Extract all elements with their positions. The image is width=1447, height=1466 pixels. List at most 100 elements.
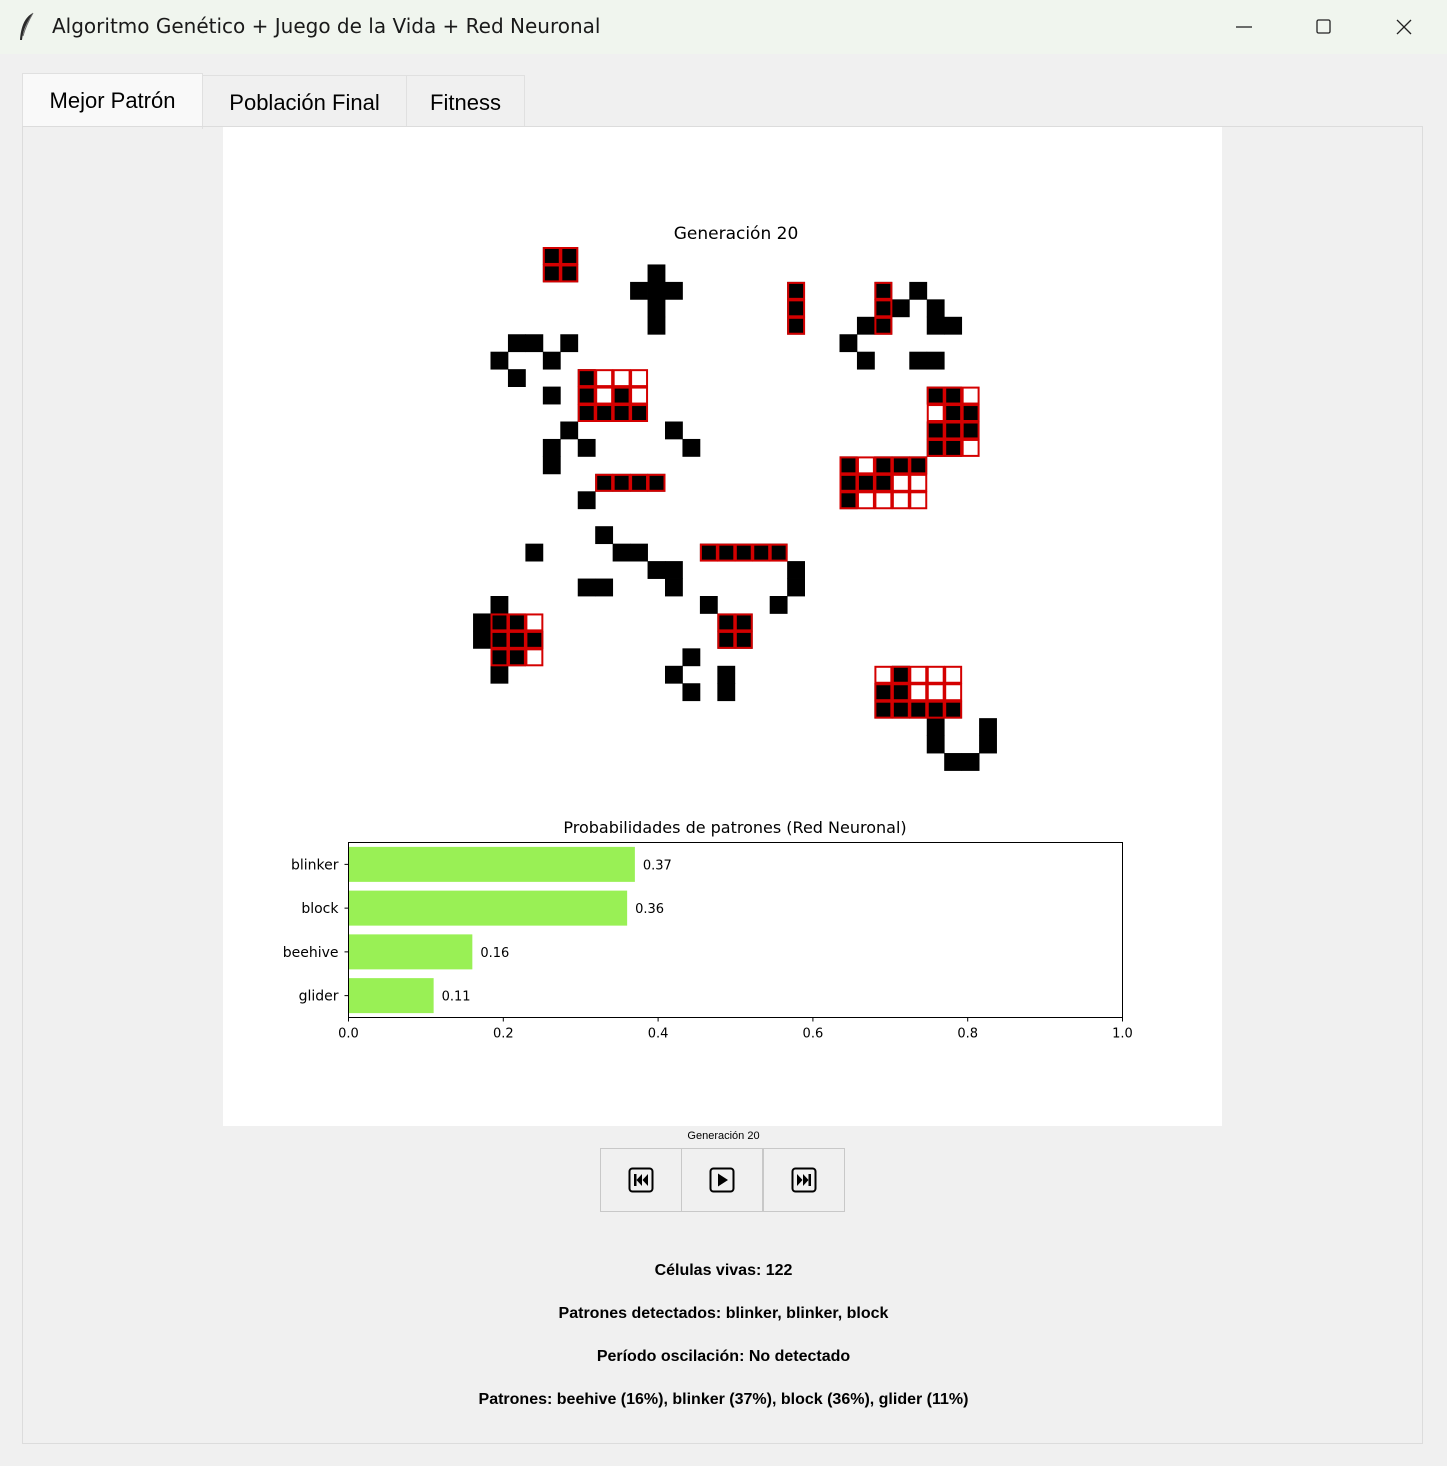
alive-cell (787, 299, 805, 318)
alive-cell (874, 456, 893, 475)
pattern-highlight-other (909, 665, 928, 684)
alive-cell (612, 473, 631, 492)
alive-cell (961, 421, 980, 440)
close-button[interactable] (1364, 0, 1444, 54)
alive-cell (909, 281, 928, 300)
alive-cell (560, 264, 579, 283)
minimize-button[interactable] (1203, 0, 1283, 54)
alive-cell (839, 491, 858, 510)
alive-cell (595, 526, 614, 545)
alive-cell (979, 735, 997, 754)
alive-cell (926, 316, 945, 335)
patterns-detected-text: Patrones detectados: blinker, blinker, b… (558, 1305, 889, 1322)
alive-cell (665, 665, 683, 684)
skip-back-icon (628, 1167, 654, 1193)
alive-cell (542, 351, 561, 370)
pattern-highlight-other (926, 421, 945, 440)
pattern-highlight-other (961, 421, 980, 440)
probability-bars: 0.37 0.36 0.16 0.11 (348, 846, 672, 1014)
pattern-highlight-other (874, 491, 893, 510)
alive-cell (490, 351, 509, 370)
x-tick-label: 0.8 (957, 1027, 978, 1042)
tab-mejor-patron[interactable]: Mejor Patrón (22, 73, 203, 127)
x-tick-label: 0.6 (803, 1027, 824, 1042)
pattern-highlight-other (630, 386, 649, 405)
y-tick-label: block (301, 901, 339, 917)
alive-cell (769, 596, 788, 614)
alive-cell (909, 351, 928, 370)
alive-cell (542, 438, 561, 457)
alive-cell (926, 438, 945, 457)
alive-cell (787, 316, 805, 335)
pattern-highlight-blinker (769, 543, 788, 562)
pattern-highlight-block (717, 613, 736, 632)
alive-cell (577, 578, 596, 597)
pattern-highlight-block (560, 247, 579, 265)
y-tick-label: beehive (283, 945, 339, 961)
alive-cell (647, 264, 666, 283)
pattern-highlight-other (926, 700, 945, 719)
alive-cell (542, 456, 561, 475)
alive-cell (577, 404, 596, 422)
pattern-highlight-block (734, 613, 753, 632)
bar-block (348, 890, 628, 926)
last-generation-button[interactable] (763, 1148, 845, 1212)
pattern-highlight-other (577, 386, 596, 405)
alive-cell (682, 683, 701, 702)
x-tick-label: 0.0 (338, 1027, 359, 1042)
alive-cell (577, 386, 596, 405)
alive-cell (891, 665, 910, 684)
alive-cell (926, 386, 945, 405)
maximize-button[interactable] (1283, 0, 1363, 54)
chart-title: Probabilidades de patrones (Red Neuronal… (563, 818, 906, 837)
alive-cell (944, 421, 963, 440)
pattern-highlight-beehive (490, 630, 509, 649)
alive-cell (787, 578, 805, 597)
pattern-highlight-other (891, 665, 910, 684)
pattern-highlight-other (874, 456, 893, 475)
alive-cell (752, 543, 771, 562)
pattern-highlight-blinker (717, 543, 736, 562)
maximize-icon (1316, 19, 1331, 34)
pattern-highlight-other (874, 700, 893, 719)
pattern-highlight-other (595, 404, 614, 422)
pattern-highlight-other (909, 683, 928, 702)
alive-cell (891, 683, 910, 702)
alive-cell (630, 404, 648, 422)
pattern-highlight-other (874, 473, 893, 492)
pattern-highlight-blinker (595, 473, 614, 492)
alive-cell (944, 700, 963, 719)
alive-cell (839, 473, 858, 492)
alive-cell (665, 421, 683, 440)
alive-cell (891, 456, 910, 475)
alive-cell (926, 718, 945, 736)
chart-frame (348, 842, 1123, 1018)
alive-cell (525, 543, 544, 562)
first-generation-button[interactable] (600, 1148, 682, 1212)
pattern-highlight-other (944, 386, 963, 405)
alive-cell (507, 648, 526, 667)
alive-cell (734, 630, 753, 649)
alive-cell (874, 683, 893, 702)
play-button[interactable] (681, 1148, 763, 1212)
alive-cell (473, 630, 491, 649)
y-tick-label: blinker (291, 857, 339, 873)
tab-fitness[interactable]: Fitness (406, 75, 525, 129)
pattern-highlight-other (856, 456, 875, 475)
pattern-highlight-other (944, 421, 963, 440)
alive-cell (560, 334, 579, 353)
alive-cell (699, 596, 718, 614)
alive-cell (577, 438, 596, 457)
alive-cell (926, 700, 945, 719)
pattern-highlight-beehive (507, 630, 526, 649)
pattern-probabilities-text: Patrones: beehive (16%), blinker (37%), … (478, 1391, 969, 1408)
pattern-highlight-other (630, 404, 649, 422)
x-tick-label: 1.0 (1112, 1027, 1133, 1042)
alive-cell (856, 473, 875, 492)
pattern-highlight-blinker (752, 543, 771, 562)
tab-poblacion-final[interactable]: Población Final (202, 75, 407, 129)
oscillation-period-text: Período oscilación: No detectado (596, 1348, 851, 1365)
pattern-highlight-other (926, 404, 945, 422)
alive-cell (717, 543, 736, 562)
pattern-highlight-blinker (647, 473, 666, 492)
